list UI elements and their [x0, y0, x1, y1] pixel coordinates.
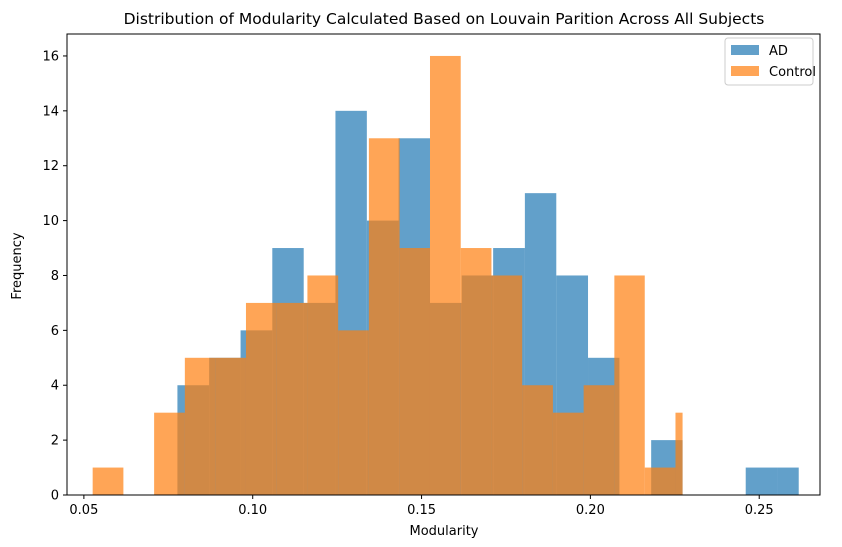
y-tick-label: 4	[51, 379, 59, 394]
bar-ad-18	[745, 467, 778, 495]
y-tick-label: 6	[51, 324, 59, 339]
y-tick-label: 8	[51, 269, 59, 284]
y-axis-label: Frequency	[10, 232, 25, 299]
y-tick-label: 10	[42, 214, 59, 229]
bar-control-19	[675, 412, 683, 495]
bar-ad-19	[777, 467, 799, 495]
plot-frame	[66, 33, 821, 496]
x-axis-label: Modularity	[410, 524, 479, 539]
bar-control-17	[614, 275, 645, 495]
bar-control-10	[399, 248, 430, 495]
histogram-bars	[92, 55, 799, 495]
y-axis: 0 2 4 6 8 10 12 14 16	[42, 49, 67, 504]
bar-control-7	[307, 275, 339, 495]
legend-swatch-control	[731, 66, 759, 76]
x-tick-label: 0.25	[745, 503, 774, 518]
y-tick-label: 2	[51, 434, 59, 449]
bar-control-16	[583, 385, 615, 495]
x-tick-label: 0.20	[576, 503, 605, 518]
x-axis: 0.05 0.10 0.15 0.20 0.25	[69, 495, 774, 518]
legend-swatch-ad	[731, 45, 759, 55]
bar-control-9	[368, 138, 400, 495]
y-tick-label: 12	[42, 159, 59, 174]
bar-control-6	[276, 302, 308, 495]
bar-control-12	[460, 248, 492, 495]
bar-control-2	[154, 412, 185, 495]
bar-control-0	[92, 467, 124, 495]
y-tick-label: 14	[42, 104, 59, 119]
bar-control-4	[215, 357, 246, 495]
y-tick-label: 16	[42, 49, 59, 64]
legend: AD Control	[724, 37, 816, 86]
bar-control-5	[245, 302, 277, 495]
bar-control-11	[429, 55, 461, 495]
bar-control-18	[644, 467, 676, 495]
legend-label-control: Control	[769, 65, 816, 80]
bar-control-15	[552, 412, 584, 495]
bar-control-13	[491, 275, 523, 495]
x-tick-label: 0.15	[407, 503, 436, 518]
bar-control-3	[184, 357, 216, 495]
bar-control-14	[522, 385, 553, 495]
x-tick-label: 0.05	[69, 503, 98, 518]
bar-control-8	[338, 330, 369, 495]
legend-label-ad: AD	[769, 44, 788, 59]
x-tick-label: 0.10	[238, 503, 267, 518]
chart-title: Distribution of Modularity Calculated Ba…	[124, 10, 765, 28]
y-tick-label: 0	[51, 489, 59, 504]
